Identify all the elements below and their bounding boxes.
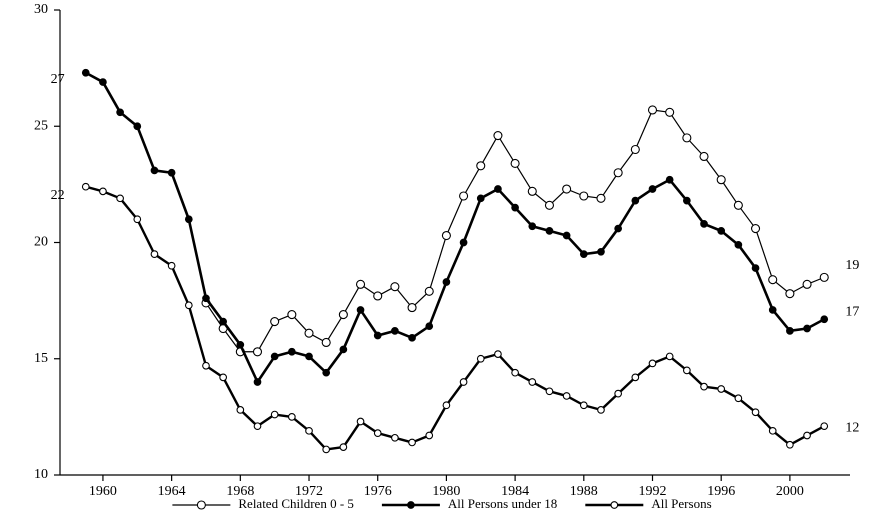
y-tick-label: 30 <box>34 2 48 17</box>
y-tick-label: 25 <box>34 118 48 133</box>
y-tick-label: 20 <box>34 235 48 250</box>
poverty-line-chart: 1015202530196019641968197219761980198419… <box>0 0 884 525</box>
y-tick-label: 15 <box>34 351 48 366</box>
legend-label: All Persons under 18 <box>448 496 557 511</box>
series-end-label: 19 <box>845 258 859 273</box>
y-tick-label: 10 <box>34 467 48 482</box>
x-tick-label: 1960 <box>89 484 117 499</box>
x-tick-label: 2000 <box>776 484 804 499</box>
x-tick-label: 1976 <box>364 484 392 499</box>
legend-label: Related Children 0 - 5 <box>238 496 354 511</box>
legend-label: All Persons <box>651 496 711 511</box>
x-tick-label: 1988 <box>570 484 598 499</box>
series-end-label: 17 <box>845 304 859 319</box>
series-start-label: 22 <box>51 188 65 203</box>
series-start-label: 27 <box>51 72 65 87</box>
x-tick-label: 1964 <box>158 484 186 499</box>
series-end-label: 12 <box>845 421 859 436</box>
